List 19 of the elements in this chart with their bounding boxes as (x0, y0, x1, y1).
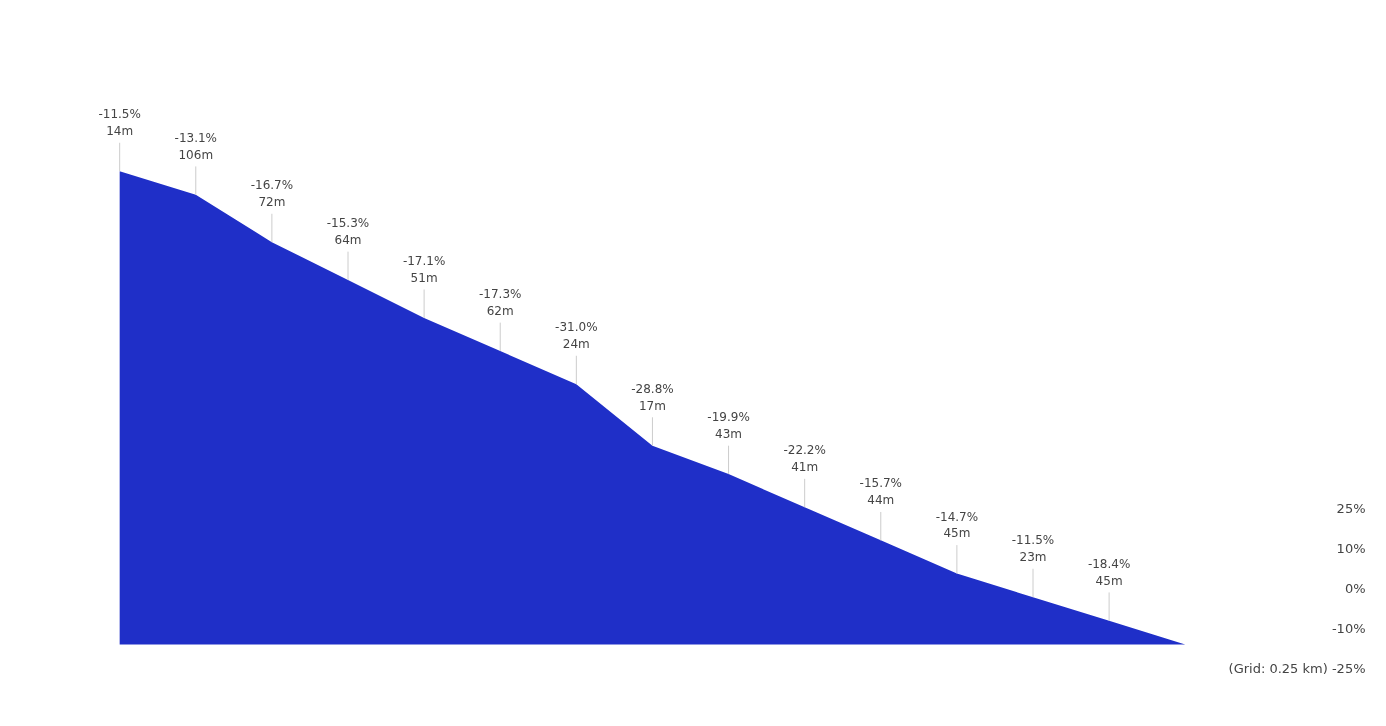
text: -28.8% 17m (631, 381, 674, 413)
text: -11.5% 14m (98, 107, 141, 139)
text: -17.1% 51m (402, 253, 446, 285)
text: -13.1% 106m (174, 130, 218, 162)
text: -10% (1331, 620, 1366, 636)
text: -15.7% 44m (859, 476, 903, 508)
text: -19.9% 43m (707, 410, 750, 441)
text: -14.7% 45m (935, 509, 979, 541)
text: (Grid: 0.25 km) -25% (1228, 660, 1366, 676)
text: -17.3% 62m (479, 287, 522, 318)
text: -18.4% 45m (1087, 556, 1131, 588)
text: 10% (1336, 540, 1366, 556)
text: -31.0% 24m (555, 320, 598, 352)
text: -22.2% 41m (783, 443, 826, 475)
text: 25% (1336, 500, 1366, 516)
text: -16.7% 72m (250, 178, 294, 210)
text: -11.5% 23m (1011, 533, 1055, 565)
text: 0% (1344, 580, 1366, 596)
text: -15.3% 64m (326, 216, 370, 247)
